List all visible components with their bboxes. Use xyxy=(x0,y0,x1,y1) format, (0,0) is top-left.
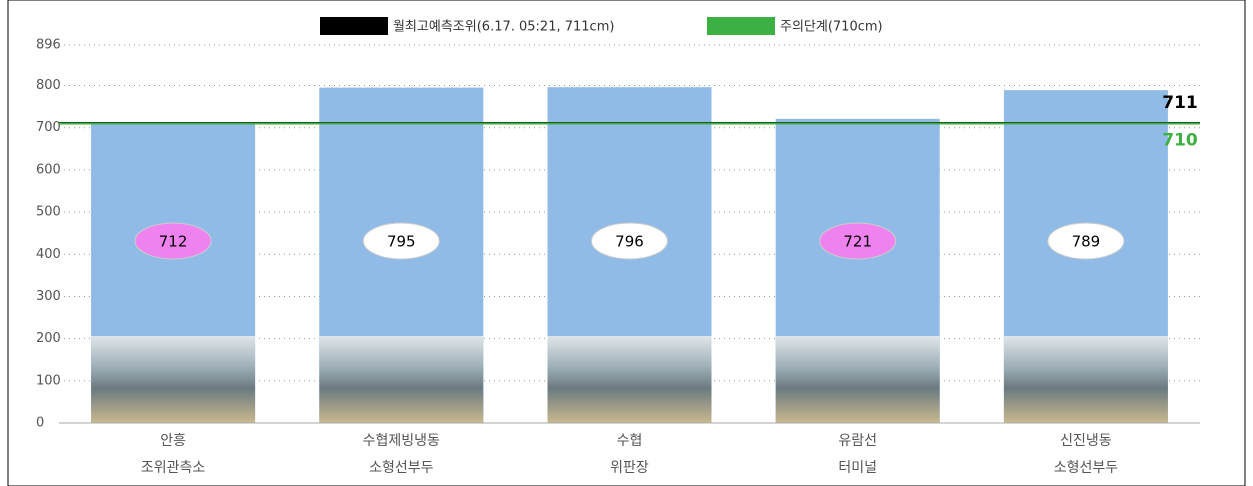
photo xyxy=(319,336,484,423)
legend-swatch xyxy=(320,17,388,35)
x-tick-label: 터미널 xyxy=(838,460,877,476)
photo xyxy=(775,336,940,423)
x-tick-label: 수협 xyxy=(617,433,643,449)
y-tick-label: 300 xyxy=(36,289,61,304)
x-tick-label: 위판장 xyxy=(610,460,649,476)
reference-value-label: 710 xyxy=(1162,130,1198,150)
photo xyxy=(547,336,712,423)
x-tick-label: 안흥 xyxy=(160,433,186,449)
y-tick-label: 500 xyxy=(36,205,61,220)
value-label: 796 xyxy=(615,233,644,251)
x-tick-label: 신진냉동 xyxy=(1060,433,1112,449)
x-tick-label: 수협제빙냉동 xyxy=(363,433,440,449)
legend-label: 주의단계(710cm) xyxy=(780,20,883,35)
x-tick-label: 소형선부두 xyxy=(1054,460,1119,476)
y-tick-label: 400 xyxy=(36,247,61,262)
y-tick-label: 600 xyxy=(36,162,61,177)
value-label-bg xyxy=(591,222,668,260)
value-label: 721 xyxy=(843,233,872,251)
value-label: 712 xyxy=(159,233,188,251)
y-tick-label: 700 xyxy=(36,120,61,135)
y-tick-label: 800 xyxy=(36,78,61,93)
y-tick-label: 0 xyxy=(36,416,44,431)
value-label-bg xyxy=(134,222,212,260)
y-tick-label: 896 xyxy=(36,38,61,53)
y-tick-label: 200 xyxy=(36,331,61,346)
value-label-bg xyxy=(1047,222,1125,260)
value-label-bg xyxy=(819,222,897,260)
value-label: 789 xyxy=(1072,233,1101,251)
legend-swatch xyxy=(707,17,775,35)
photo xyxy=(91,336,256,423)
reference-value-label: 711 xyxy=(1162,93,1198,113)
photo xyxy=(1003,336,1168,423)
x-tick-label: 유람선 xyxy=(838,433,877,449)
x-tick-label: 조위관측소 xyxy=(141,460,206,476)
value-label-bg xyxy=(362,222,440,260)
y-tick-label: 100 xyxy=(36,373,61,388)
legend-label: 월최고예측조위(6.17. 05:21, 711cm) xyxy=(393,20,614,35)
value-label: 795 xyxy=(387,233,416,251)
x-tick-label: 소형선부두 xyxy=(369,460,434,476)
frame xyxy=(7,0,1246,486)
